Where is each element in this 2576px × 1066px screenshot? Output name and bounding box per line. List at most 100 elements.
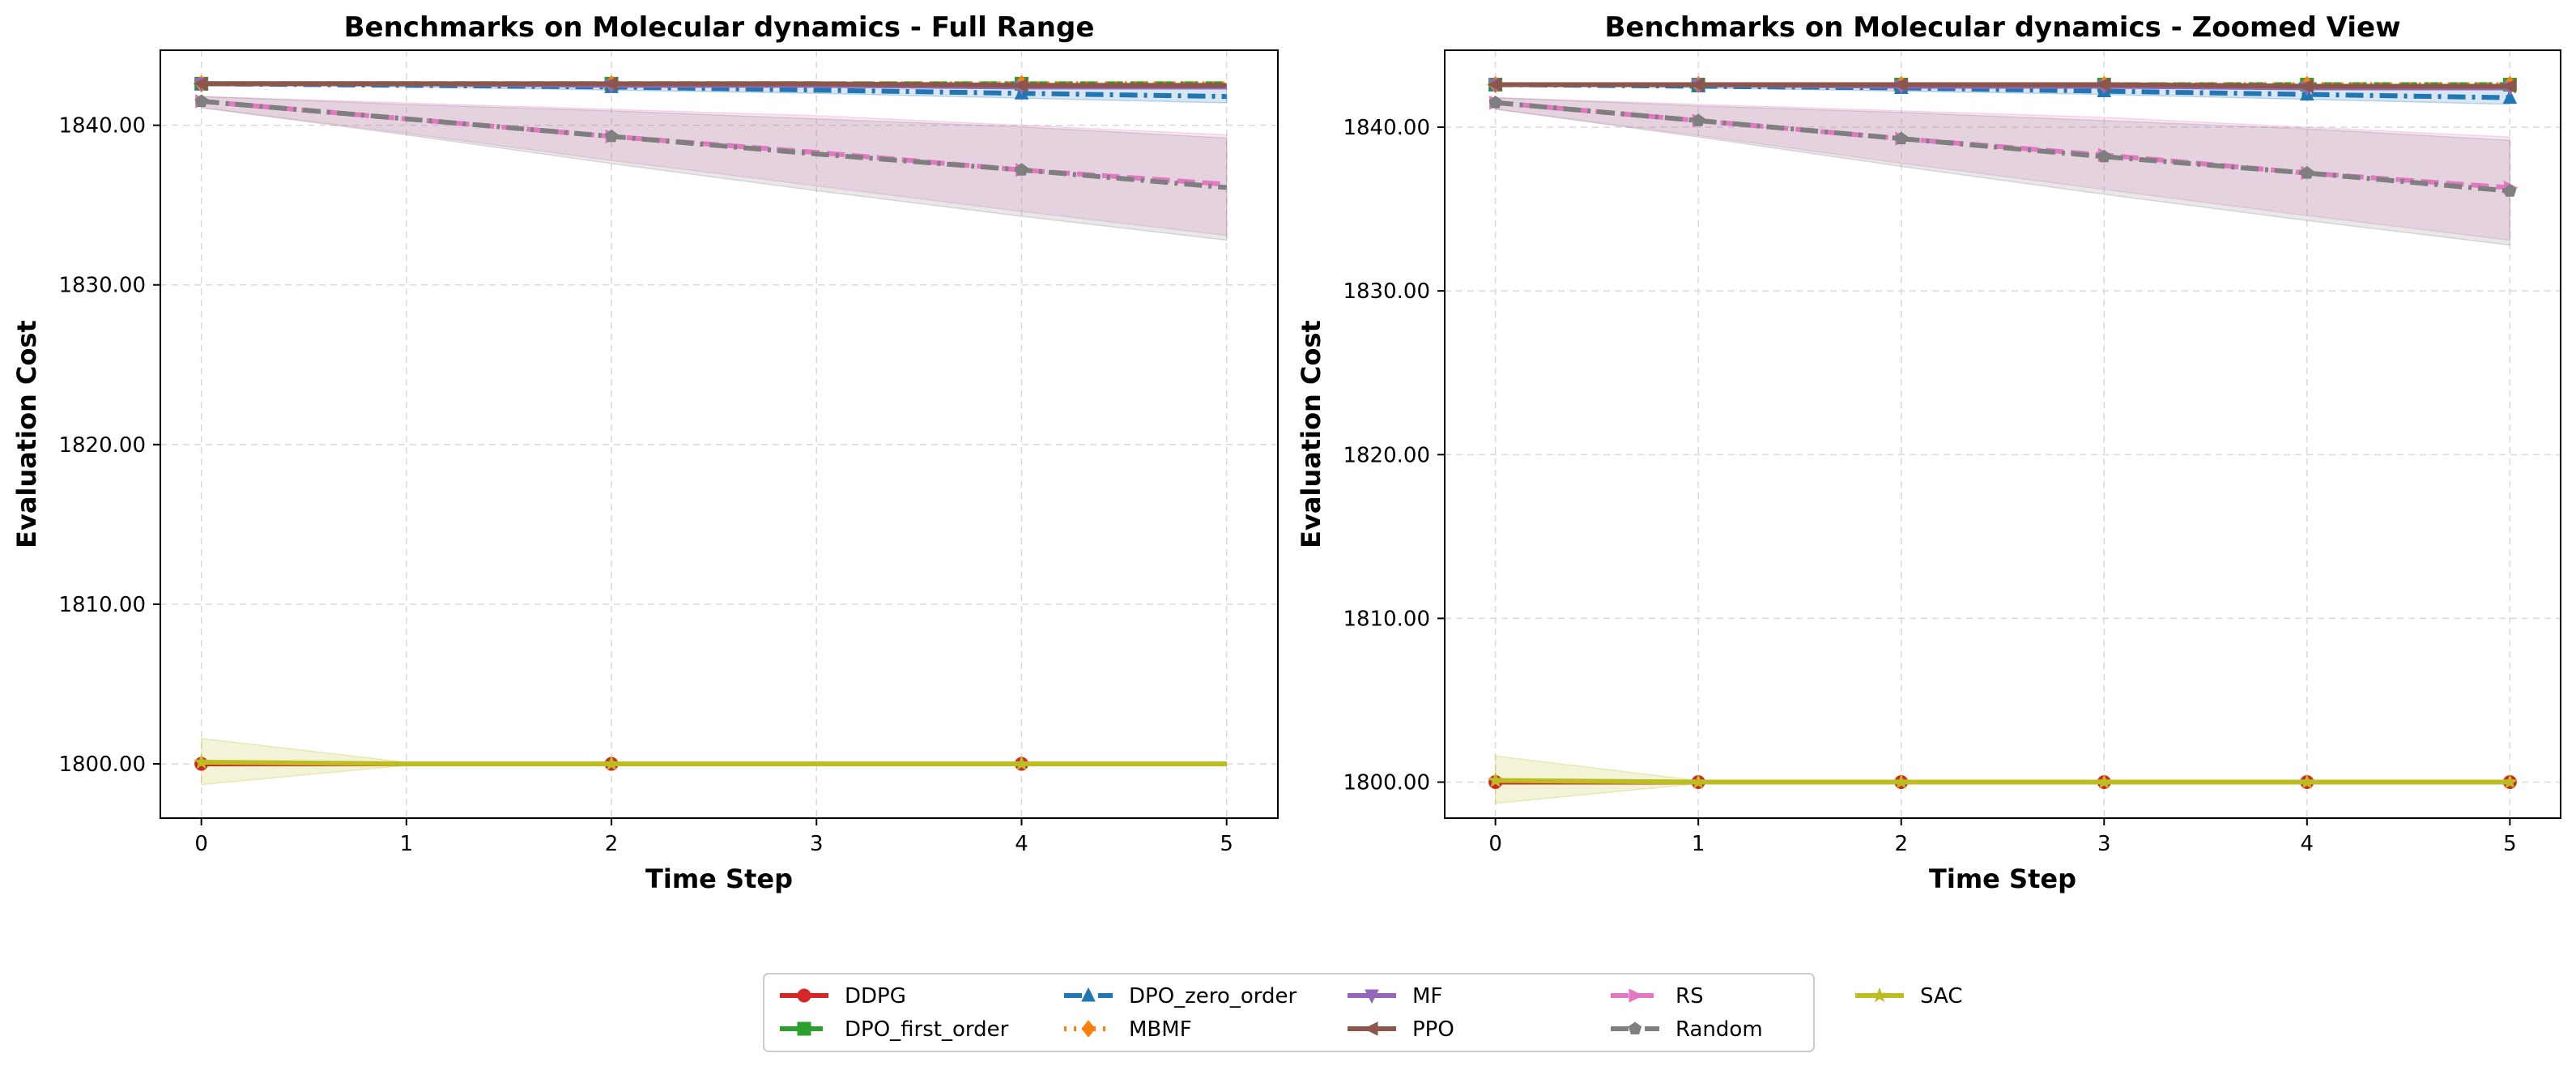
legend-item: DPO_first_order (780, 1017, 1009, 1042)
y-tick-label: 1810.00 (58, 593, 146, 617)
y-axis-label-full-range: Evaluation Cost (11, 320, 42, 548)
point-PPO (2096, 77, 2110, 92)
point-SAC (1487, 772, 1504, 787)
point-PPO (1487, 77, 1502, 92)
point-SAC (603, 755, 620, 771)
point-SAC (193, 753, 210, 770)
legend-item: Random (1611, 1017, 1763, 1042)
markers-PPO (193, 76, 1028, 93)
point-PPO (1893, 77, 1908, 92)
y-tick-label: 1800.00 (58, 753, 146, 777)
markers-Random (194, 94, 1028, 176)
y-tick-label: 1820.00 (1343, 443, 1430, 467)
legend-label: PPO (1412, 1017, 1454, 1042)
markers-Random (1488, 96, 2517, 197)
legend-marker-DPO_first_order (797, 1021, 811, 1036)
x-tick-label: 3 (810, 832, 824, 856)
legend-label: SAC (1920, 984, 1962, 1008)
point-Random (1488, 96, 1502, 109)
legend-marker-PPO (1363, 1021, 1378, 1036)
y-tick-label: 1840.00 (1343, 116, 1430, 140)
y-tick-label: 1830.00 (1343, 279, 1430, 304)
chart-title-full-range: Benchmarks on Molecular dynamics - Full … (344, 11, 1095, 44)
legend-item: DDPG (780, 984, 906, 1008)
point-SAC (2096, 774, 2113, 789)
legend-frame (763, 973, 1815, 1052)
legend-item: RS (1611, 984, 1704, 1008)
legend-marker-DPO_zero_order (1081, 987, 1096, 1002)
series-line-SAC (1495, 778, 2510, 785)
y-tick-label: 1840.00 (58, 114, 146, 139)
legend-marker-SAC (1871, 987, 1888, 1003)
legend-marker-RS (1629, 988, 1644, 1003)
panel-zoomed-view: Benchmarks on Molecular dynamics - Zoome… (1296, 11, 2561, 894)
point-Random (1691, 113, 1705, 126)
x-tick-label: 1 (1692, 832, 1705, 856)
markers-SAC (193, 753, 1030, 771)
legend-label: DPO_zero_order (1129, 984, 1297, 1008)
band-Random (1494, 96, 2511, 246)
x-tick-label: 2 (1894, 832, 1908, 856)
point-PPO (602, 76, 618, 92)
markers-PPO (1487, 77, 2516, 94)
x-tick-label: 3 (2097, 832, 2111, 856)
band-RS (200, 96, 1228, 237)
plot-area (193, 75, 1228, 786)
point-PPO (193, 76, 208, 92)
legend-label: DPO_first_order (845, 1017, 1009, 1042)
point-SAC (1893, 774, 1910, 789)
series-line-PPO (1495, 82, 2510, 89)
chart-title-zoomed-view: Benchmarks on Molecular dynamics - Zoome… (1604, 11, 2400, 44)
x-tick-label: 4 (2301, 832, 2314, 856)
legend-item: DPO_zero_order (1064, 984, 1297, 1008)
point-SAC (2299, 774, 2315, 789)
x-tick-label: 2 (605, 832, 619, 856)
legend-marker-DDPG (797, 988, 811, 1003)
y-axis-label-zoomed-view: Evaluation Cost (1296, 320, 1326, 548)
point-Random (1015, 163, 1028, 176)
legend-item: MBMF (1064, 1017, 1192, 1042)
point-Random (2503, 184, 2517, 197)
point-PPO (1013, 78, 1028, 93)
legend-label: Random (1675, 1017, 1763, 1042)
x-tick-label: 5 (1220, 832, 1233, 856)
point-SAC (2501, 774, 2519, 789)
point-Random (194, 94, 208, 108)
axes-frame (160, 49, 1279, 819)
point-PPO (2501, 79, 2516, 94)
legend-item: MF (1348, 984, 1442, 1008)
axes-frame (1444, 49, 2561, 819)
y-tick-label: 1820.00 (58, 433, 146, 458)
point-PPO (2298, 79, 2314, 94)
x-tick-label: 5 (2503, 832, 2517, 856)
band-RS (1494, 96, 2511, 241)
x-axis-label-full-range: Time Step (645, 863, 793, 894)
legend-marker-Random (1628, 1021, 1642, 1034)
legend-item: PPO (1348, 1017, 1454, 1042)
y-tick-label: 1800.00 (1343, 771, 1430, 795)
series-line-RS (1495, 100, 2510, 190)
x-tick-label: 0 (1488, 832, 1502, 856)
point-Random (2300, 165, 2314, 179)
point-Random (604, 129, 619, 143)
x-tick-label: 1 (400, 832, 414, 856)
band-Random (200, 96, 1228, 241)
legend-marker-MF (1365, 989, 1379, 1004)
point-Random (1894, 131, 1908, 145)
legend-label: RS (1675, 984, 1704, 1008)
series-line-Random (201, 99, 1227, 190)
legend-marker-MBMF (1081, 1020, 1096, 1038)
legend-item: SAC (1855, 984, 1962, 1008)
point-SAC (1690, 774, 1706, 789)
x-axis-label-zoomed-view: Time Step (1929, 863, 2076, 894)
point-PPO (1690, 77, 1705, 92)
x-tick-label: 0 (194, 832, 208, 856)
y-tick-label: 1810.00 (1343, 607, 1430, 631)
markers-SAC (1487, 772, 2519, 789)
point-Random (2097, 149, 2111, 163)
legend-label: MF (1412, 984, 1442, 1008)
legend-label: DDPG (845, 984, 906, 1008)
legend: DDPG DPO_first_order DPO_zero_order MBMF MF P… (763, 973, 1962, 1052)
series-line-PPO (201, 81, 1227, 88)
